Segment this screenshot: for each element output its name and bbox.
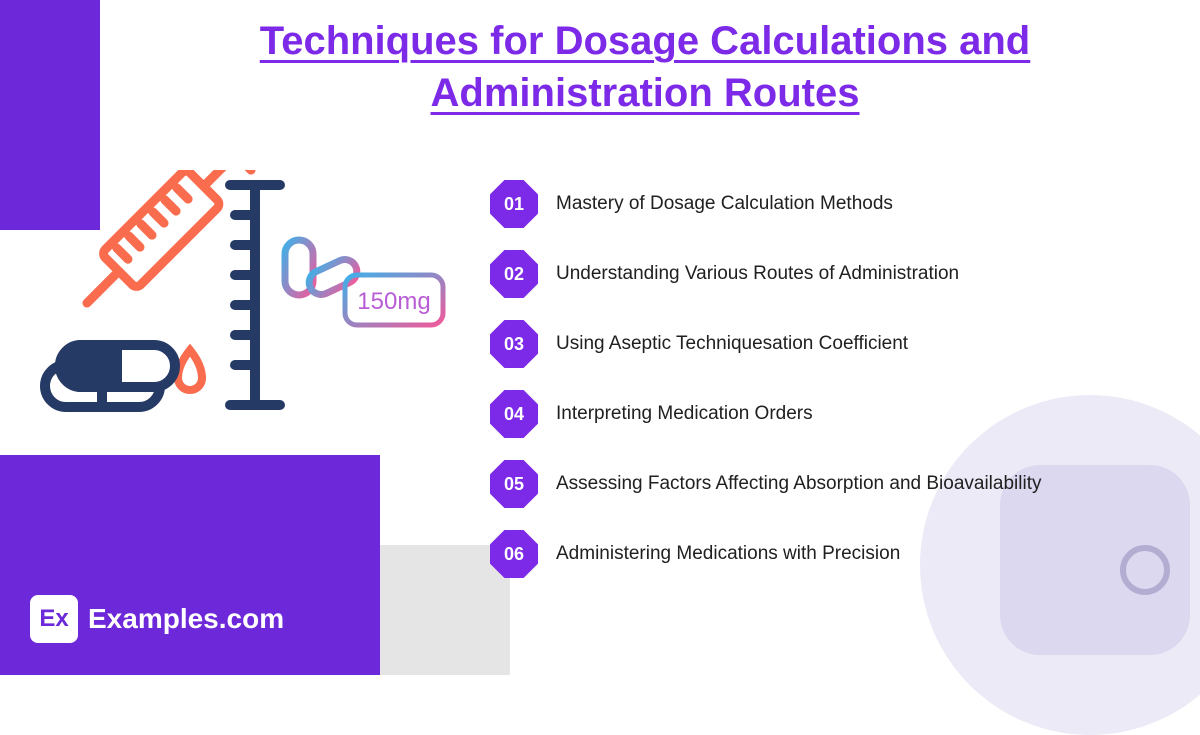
item-label: Using Aseptic Techniquesation Coefficien… — [556, 332, 908, 357]
item-number-badge: 01 — [490, 180, 538, 228]
item-label: Interpreting Medication Orders — [556, 402, 813, 427]
item-label: Assessing Factors Affecting Absorption a… — [556, 472, 1041, 497]
list-item: 03 Using Aseptic Techniquesation Coeffic… — [490, 320, 1150, 368]
item-number-badge: 05 — [490, 460, 538, 508]
list-item: 02 Understanding Various Routes of Admin… — [490, 250, 1150, 298]
item-label: Mastery of Dosage Calculation Methods — [556, 192, 893, 217]
list-item: 01 Mastery of Dosage Calculation Methods — [490, 180, 1150, 228]
page-title: Techniques for Dosage Calculations and A… — [130, 15, 1160, 119]
item-number-badge: 06 — [490, 530, 538, 578]
medical-illustration: 150mg — [30, 170, 450, 420]
item-label: Understanding Various Routes of Administ… — [556, 262, 959, 287]
dosage-label-text: 150mg — [357, 288, 430, 315]
list-item: 05 Assessing Factors Affecting Absorptio… — [490, 460, 1150, 508]
item-number-badge: 03 — [490, 320, 538, 368]
item-number-badge: 02 — [490, 250, 538, 298]
techniques-list: 01 Mastery of Dosage Calculation Methods… — [490, 180, 1150, 600]
logo-text: Examples.com — [88, 603, 284, 635]
logo-mark: Ex — [30, 595, 78, 643]
brand-logo: Ex Examples.com — [30, 595, 284, 643]
list-item: 06 Administering Medications with Precis… — [490, 530, 1150, 578]
item-number-badge: 04 — [490, 390, 538, 438]
list-item: 04 Interpreting Medication Orders — [490, 390, 1150, 438]
item-label: Administering Medications with Precision — [556, 542, 900, 567]
